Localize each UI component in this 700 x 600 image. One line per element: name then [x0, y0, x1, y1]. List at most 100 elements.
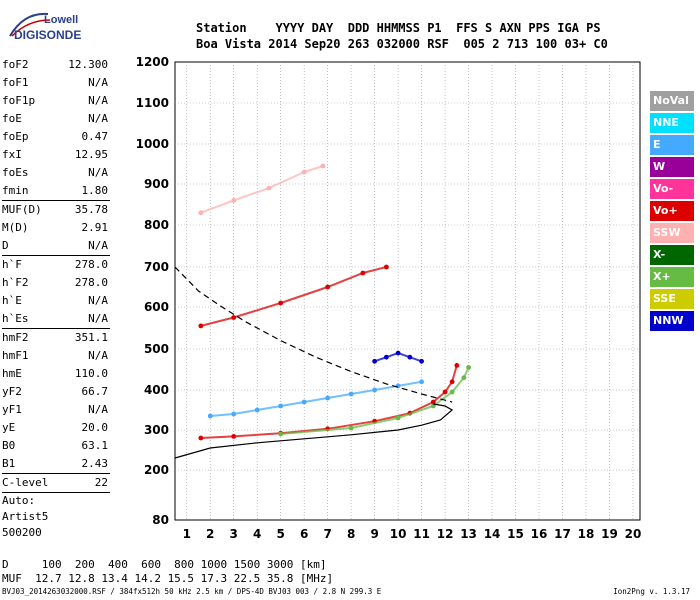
param-name: M(D) — [2, 221, 29, 234]
autoscaling-info: Auto: Artist5 500200 — [2, 493, 110, 541]
y-tick-label: 700 — [144, 260, 169, 274]
y-tick-label: 800 — [144, 218, 169, 232]
param-row: hmE 110.0 — [2, 365, 110, 383]
legend-label: NNE — [653, 116, 679, 129]
muf-row: MUF 12.7 12.8 13.4 14.2 15.5 17.3 22.5 3… — [2, 572, 334, 585]
x-tick-label: 15 — [507, 527, 524, 541]
header-time-label: DDD HHMMSS P1 — [347, 21, 442, 35]
y-tick-label: 200 — [144, 463, 169, 477]
param-name: MUF(D) — [2, 203, 42, 216]
param-value: 22 — [94, 476, 108, 489]
param-row: yE 20.0 — [2, 419, 110, 437]
y-tick-label: 600 — [144, 300, 169, 314]
param-row: h`F2 278.0 — [2, 274, 110, 292]
param-name: D — [2, 239, 9, 252]
axis-tick-labels: 1 2 3 4 5 6 7 8 9 10 11 12 13 14 15 16 17 18 19 20802003004… — [136, 55, 642, 541]
echo-trace — [280, 366, 470, 435]
y-tick-label: 300 — [144, 423, 169, 437]
legend-item: Vo- — [650, 179, 694, 199]
param-name: yF2 — [2, 385, 22, 398]
legend-item: E — [650, 135, 694, 155]
param-name: foF1p — [2, 94, 36, 107]
param-row: foEp 0.47 — [2, 128, 110, 146]
param-value: N/A — [88, 76, 108, 89]
param-value: 278.0 — [74, 276, 108, 289]
param-value: 351.1 — [74, 331, 108, 344]
param-row: foF1 N/A — [2, 74, 110, 92]
param-value: N/A — [88, 403, 108, 416]
param-value: 0.47 — [81, 130, 109, 143]
param-row: MUF(D) 35.78 — [2, 201, 110, 219]
param-name: C-level — [2, 476, 49, 489]
param-divider — [2, 473, 110, 474]
x-tick-label: 5 — [277, 527, 285, 541]
header-station-value: Boa Vista — [196, 37, 262, 51]
param-value: 63.1 — [81, 439, 109, 452]
auto-version: 500200 — [2, 526, 42, 539]
param-value: N/A — [88, 294, 108, 307]
y-tick-label: 900 — [144, 177, 169, 191]
echo-trace — [374, 352, 422, 363]
y-tick-label: 1100 — [136, 96, 169, 110]
x-tick-label: 3 — [230, 527, 238, 541]
x-tick-label: 20 — [625, 527, 642, 541]
x-tick-label: 9 — [370, 527, 378, 541]
y-tick-label: 80 — [152, 513, 169, 527]
legend-item: NoVal — [650, 91, 694, 111]
lowell-digisonde-logo: Lowell DIGISONDE — [4, 6, 94, 42]
legend-label: NNW — [653, 314, 684, 327]
echo-point — [278, 431, 284, 437]
header-time-value: 263 032000 RSF — [347, 37, 449, 51]
legend-label: W — [653, 160, 666, 173]
y-tick-label: 400 — [144, 383, 169, 397]
header: Station YYYY DAY DDD HHMMSS P1 FFS S AXN… — [196, 20, 608, 52]
x-tick-label: 7 — [323, 527, 331, 541]
x-tick-label: 17 — [554, 527, 571, 541]
x-tick-label: 1 — [183, 527, 191, 541]
param-name: fxI — [2, 148, 22, 161]
legend-label: E — [653, 138, 661, 151]
param-row: foF2 12.300 — [2, 56, 110, 74]
param-row: M(D) 2.91 — [2, 219, 110, 237]
header-values: Boa Vista 2014 Sep20 263 032000 RSF 005 … — [196, 37, 608, 51]
param-name: foEp — [2, 130, 29, 143]
param-row: fmin 1.80 — [2, 182, 110, 200]
param-value: N/A — [88, 239, 108, 252]
param-value: 278.0 — [74, 258, 108, 271]
legend-item: SSE — [650, 289, 694, 309]
param-name: foE — [2, 112, 22, 125]
param-value: 66.7 — [81, 385, 109, 398]
param-row: B1 2.43 — [2, 455, 110, 473]
param-name: B0 — [2, 439, 16, 452]
param-name: h`E — [2, 294, 22, 307]
param-divider — [2, 255, 110, 256]
param-divider — [2, 200, 110, 201]
auto-program: Artist5 — [2, 510, 49, 523]
param-row: hmF2 351.1 — [2, 329, 110, 347]
param-name: hmF2 — [2, 331, 29, 344]
legend-item: SSW — [650, 223, 694, 243]
param-name: B1 — [2, 457, 16, 470]
param-value: 12.95 — [74, 148, 108, 161]
auto-label: Auto: — [2, 494, 36, 507]
echo-trace — [200, 365, 458, 439]
param-name: h`F2 — [2, 276, 29, 289]
param-divider — [2, 328, 110, 329]
param-row: C-level 22 — [2, 474, 110, 492]
polarization-legend: NoVal NNE E W Vo- Vo+ SSW X- X+ SSE NNW — [650, 91, 694, 333]
param-value: 110.0 — [74, 367, 108, 380]
legend-label: NoVal — [653, 94, 689, 107]
param-name: hmE — [2, 367, 22, 380]
legend-label: X+ — [653, 270, 671, 283]
x-tick-label: 11 — [413, 527, 430, 541]
legend-item: NNE — [650, 113, 694, 133]
legend-item: Vo+ — [650, 201, 694, 221]
profile-lines — [174, 266, 454, 459]
legend-item: X- — [650, 245, 694, 265]
x-tick-label: 2 — [206, 527, 214, 541]
param-name: yF1 — [2, 403, 22, 416]
param-value: 1.80 — [81, 184, 109, 197]
header-station-label: Station — [196, 21, 247, 35]
x-tick-label: 16 — [531, 527, 548, 541]
x-tick-label: 6 — [300, 527, 308, 541]
